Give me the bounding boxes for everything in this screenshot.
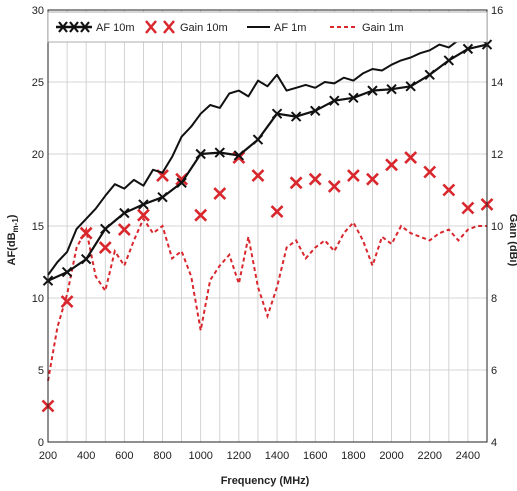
- data-point-gain-10m: [98, 241, 112, 255]
- data-point-af-10m: [405, 81, 416, 92]
- data-point-gain-10m: [442, 183, 456, 197]
- data-point-gain-10m: [137, 208, 150, 222]
- x-tick-label: 800: [153, 450, 171, 462]
- grid: [48, 10, 487, 442]
- right-y-axis-ticks: 4 6 8 10 12 14 16: [491, 5, 503, 449]
- data-point-gain-10m: [461, 201, 475, 215]
- x-tick-label: 2000: [379, 450, 403, 462]
- data-point-gain-10m: [289, 176, 303, 190]
- data-point-af-10m: [424, 69, 435, 81]
- left-y-tick-label: 25: [32, 77, 44, 89]
- data-point-af-10m: [119, 207, 130, 219]
- right-y-tick-label: 4: [491, 437, 497, 449]
- data-point-af-10m: [329, 95, 340, 106]
- left-y-tick-label: 20: [32, 149, 44, 161]
- left-y-axis-title: AF(dBm-1): [6, 214, 20, 265]
- left-y-tick-label: 0: [38, 437, 44, 449]
- data-point-gain-10m: [270, 205, 284, 219]
- legend-item-af-1m: AF 1m: [247, 22, 306, 34]
- x-axis-title: Frequency (MHz): [221, 475, 310, 487]
- x-axis-ticks: 200 400 600 800 1000 1200 1400 1600 1800 2000 2200…: [39, 450, 480, 462]
- x-tick-label: 1000: [188, 450, 212, 462]
- data-point-gain-10m: [194, 208, 208, 222]
- right-y-tick-label: 12: [491, 149, 503, 161]
- x-tick-label: 2200: [417, 450, 441, 462]
- legend-label-af-10m: AF 10m: [96, 22, 135, 34]
- left-y-axis-ticks: 0 5 10 15 20 25 30: [32, 5, 44, 449]
- data-point-gain-10m: [404, 151, 418, 165]
- right-y-tick-label: 16: [491, 5, 503, 17]
- data-point-af-10m: [138, 199, 149, 210]
- data-point-gain-10m: [60, 295, 74, 309]
- x-tick-label: 2400: [456, 450, 480, 462]
- series-af-10m: [42, 39, 493, 286]
- right-y-tick-label: 6: [491, 365, 497, 377]
- x-tick-label: 600: [115, 450, 133, 462]
- data-point-af-10m: [271, 108, 283, 119]
- data-point-gain-10m: [366, 172, 379, 186]
- series-layer: [41, 34, 494, 413]
- right-y-tick-label: 8: [491, 293, 497, 305]
- data-point-gain-10m: [385, 158, 398, 172]
- x-tick-label: 1600: [303, 450, 327, 462]
- data-point-af-10m: [386, 83, 397, 95]
- legend: AF 10m Gain 10m AF 1m Gain 1m: [47, 11, 488, 43]
- data-point-gain-10m: [308, 172, 322, 186]
- data-point-gain-10m: [423, 165, 437, 179]
- data-point-af-10m: [462, 43, 474, 55]
- right-y-axis-title: Gain (dBi): [507, 214, 517, 267]
- right-y-tick-label: 10: [491, 221, 503, 233]
- series-af-1m: [47, 34, 488, 276]
- plot-area-frame: [47, 9, 488, 443]
- data-point-af-10m: [310, 105, 321, 117]
- data-point-af-10m: [214, 147, 225, 158]
- data-point-gain-10m: [327, 179, 341, 193]
- data-point-gain-10m: [346, 169, 360, 183]
- left-y-tick-label: 30: [32, 5, 44, 17]
- left-y-axis-title-main: AF(dB: [6, 232, 18, 265]
- x-tick-label: 1800: [341, 450, 365, 462]
- x-tick-label: 1400: [265, 450, 289, 462]
- data-point-af-10m: [290, 111, 302, 122]
- series-line-af-1m: [47, 34, 488, 276]
- left-y-tick-label: 5: [38, 365, 44, 377]
- legend-item-af-10m: AF 10m: [56, 21, 135, 34]
- data-point-af-10m: [367, 85, 378, 96]
- legend-item-gain-1m: Gain 1m: [330, 22, 404, 34]
- data-point-af-10m: [100, 223, 111, 235]
- x-tick-label: 200: [39, 450, 57, 462]
- data-point-gain-10m: [79, 226, 93, 240]
- legend-marker-af-10m: [58, 21, 90, 33]
- legend-item-gain-10m: Gain 10m: [145, 20, 228, 34]
- x-tick-label: 400: [77, 450, 95, 462]
- data-point-af-10m: [252, 134, 264, 145]
- legend-label-af-1m: AF 1m: [274, 22, 306, 34]
- data-point-af-10m: [195, 148, 206, 160]
- left-y-axis-title-sub: m-1: [11, 218, 20, 233]
- data-point-gain-10m: [117, 223, 131, 237]
- data-point-gain-10m: [251, 169, 265, 183]
- legend-label-gain-10m: Gain 10m: [180, 22, 228, 34]
- data-point-af-10m: [61, 266, 73, 278]
- right-y-tick-label: 14: [491, 77, 503, 89]
- series-gain-10m: [41, 151, 494, 413]
- data-point-af-10m: [176, 177, 187, 189]
- series-gain-1m: [47, 216, 487, 381]
- legend-label-gain-1m: Gain 1m: [362, 22, 404, 34]
- x-tick-label: 1200: [227, 450, 251, 462]
- legend-marker-gain-10m: [145, 20, 175, 34]
- data-point-af-10m: [157, 191, 168, 203]
- data-point-af-10m: [233, 150, 245, 161]
- left-y-axis-title-end: ): [6, 214, 18, 218]
- left-y-tick-label: 15: [32, 221, 44, 233]
- left-y-tick-label: 10: [32, 293, 44, 305]
- series-line-gain-1m: [47, 216, 487, 381]
- data-point-af-10m: [348, 92, 359, 104]
- data-point-af-10m: [80, 253, 92, 265]
- data-point-af-10m: [443, 55, 455, 66]
- data-point-gain-10m: [213, 187, 227, 201]
